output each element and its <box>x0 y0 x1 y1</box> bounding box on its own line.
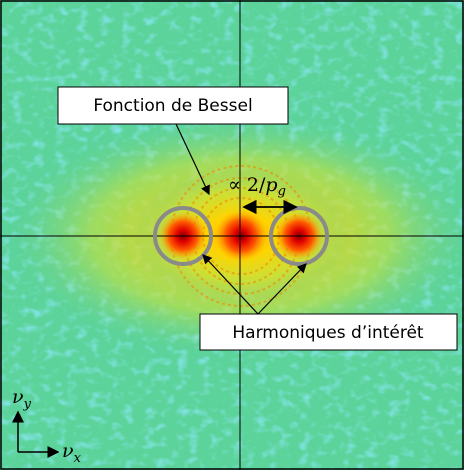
spacing-text: ∝ 2/ <box>228 174 266 196</box>
arrow <box>175 123 210 196</box>
vy-symbol: ν <box>12 386 24 408</box>
arrow <box>257 263 307 315</box>
vx-sub: x <box>74 451 82 466</box>
spacing-var: p <box>265 174 277 196</box>
vx-label: νx <box>62 440 82 466</box>
spacing-sub: g <box>278 184 286 199</box>
vy-label: νy <box>12 386 32 412</box>
harmonic-circle <box>153 206 213 266</box>
arrow <box>202 254 259 315</box>
bessel-box <box>57 86 289 125</box>
vy-sub: y <box>23 397 32 412</box>
spacing-label: ∝ 2/pg <box>228 174 286 199</box>
harmonics-label: Harmoniques d’intérêt <box>232 323 424 343</box>
vx-symbol: ν <box>62 440 74 462</box>
bessel-label: Fonction de Bessel <box>93 96 252 116</box>
harmonics-box <box>199 313 458 351</box>
